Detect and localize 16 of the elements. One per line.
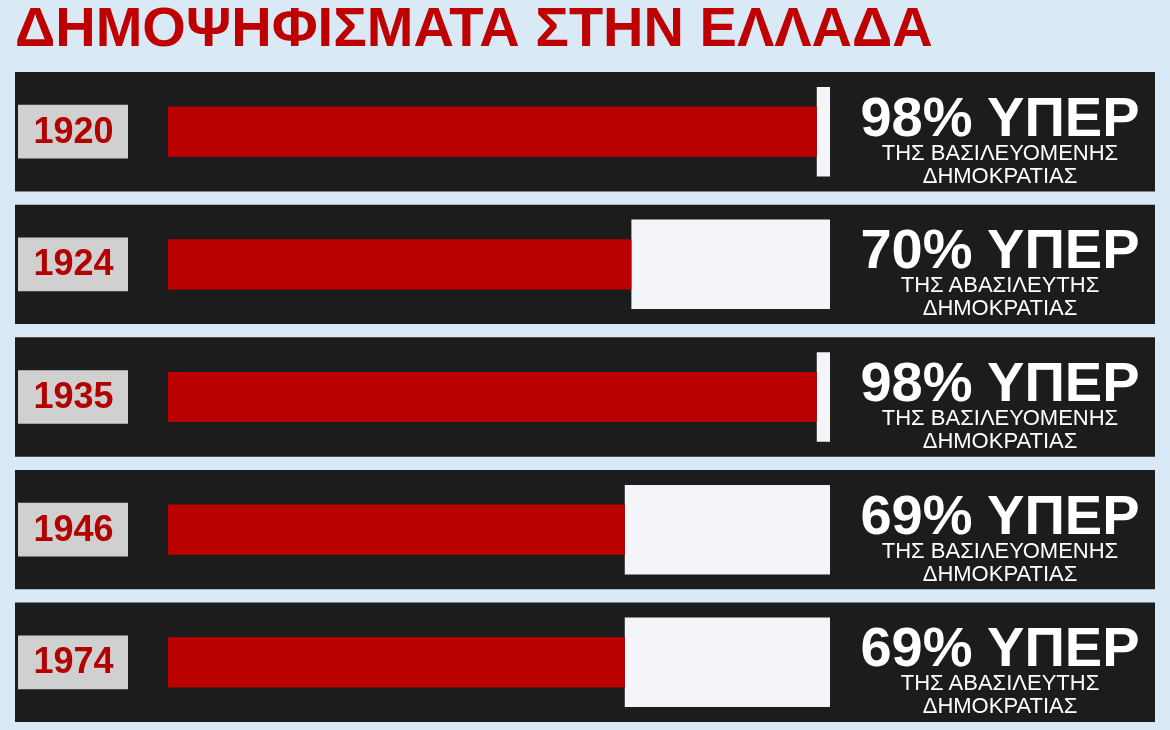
bar (168, 504, 625, 555)
bar (168, 239, 632, 290)
bar (168, 106, 817, 157)
bar (816, 352, 830, 442)
y-tick-label: 1924 (33, 242, 114, 284)
bar (631, 219, 830, 310)
bar (624, 484, 830, 575)
y-tick-label: 1946 (33, 507, 114, 549)
y-tick-label: 1920 (33, 109, 114, 151)
y-tick-label: 1974 (33, 640, 114, 682)
bar (816, 86, 830, 177)
bar (168, 637, 625, 688)
bar (168, 371, 817, 423)
chart-title: ΔΗΜΟΨΗΦΙΣΜΑΤΑ ΣΤΗΝ ΕΛΛΑΔΑ (15, 0, 933, 58)
y-tick-label: 1935 (33, 375, 114, 416)
bar (624, 617, 830, 708)
